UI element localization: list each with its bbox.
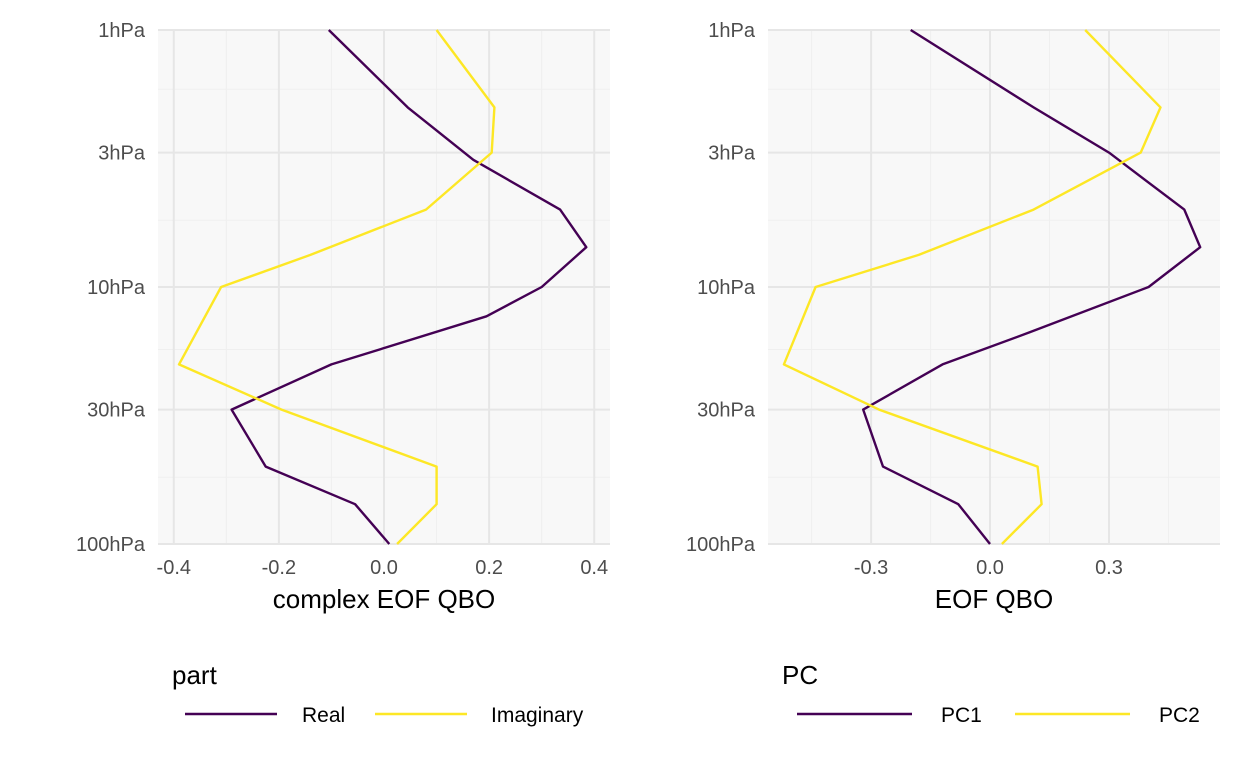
series-line-pc2: [782, 29, 1162, 545]
legend-1: part Real Imaginary: [172, 660, 584, 727]
y-tick-label: 10hPa: [697, 277, 756, 299]
x-tick-label: 0.4: [580, 557, 608, 579]
legend-label-pc2: PC2: [1159, 704, 1200, 727]
legend-label-real: Real: [302, 704, 345, 727]
x-tick-label: -0.4: [157, 557, 191, 579]
x-tick-label: 0.3: [1095, 557, 1123, 579]
panel-1: 1hPa 3hPa 10hPa 30hPa 100hPa -0.4 -0.2 0.0 0.2 0.…: [76, 20, 610, 614]
x-axis-title: complex EOF QBO: [273, 584, 496, 614]
y-tick-label: 30hPa: [87, 400, 146, 422]
x-tick-label: -0.3: [854, 557, 888, 579]
y-tick-label: 100hPa: [686, 534, 756, 556]
x-tick-label: -0.2: [262, 557, 296, 579]
y-tick-label: 30hPa: [697, 400, 756, 422]
y-tick-label: 100hPa: [76, 534, 146, 556]
x-tick-label: 0.0: [370, 557, 398, 579]
x-axis-title: EOF QBO: [935, 584, 1053, 614]
panel-2: 1hPa 3hPa 10hPa 30hPa 100hPa -0.3 0.0 0.3 EOF QB…: [686, 20, 1220, 614]
legend-2: PC PC1 PC2: [782, 660, 1200, 727]
legend-label-pc1: PC1: [941, 704, 982, 727]
x-tick-label: 0.2: [475, 557, 503, 579]
y-tick-label: 10hPa: [87, 277, 146, 299]
x-tick-label: 0.0: [976, 557, 1004, 579]
y-tick-label: 1hPa: [98, 20, 146, 42]
y-tick-label: 3hPa: [98, 143, 146, 165]
series-line-imaginary: [177, 29, 496, 545]
y-tick-label: 1hPa: [708, 20, 756, 42]
series-line-pc1: [862, 28, 1202, 545]
legend-title: part: [172, 660, 218, 690]
legend-title: PC: [782, 660, 818, 690]
y-tick-label: 3hPa: [708, 143, 756, 165]
series-line-real: [230, 29, 588, 545]
legend-label-imaginary: Imaginary: [491, 704, 584, 727]
